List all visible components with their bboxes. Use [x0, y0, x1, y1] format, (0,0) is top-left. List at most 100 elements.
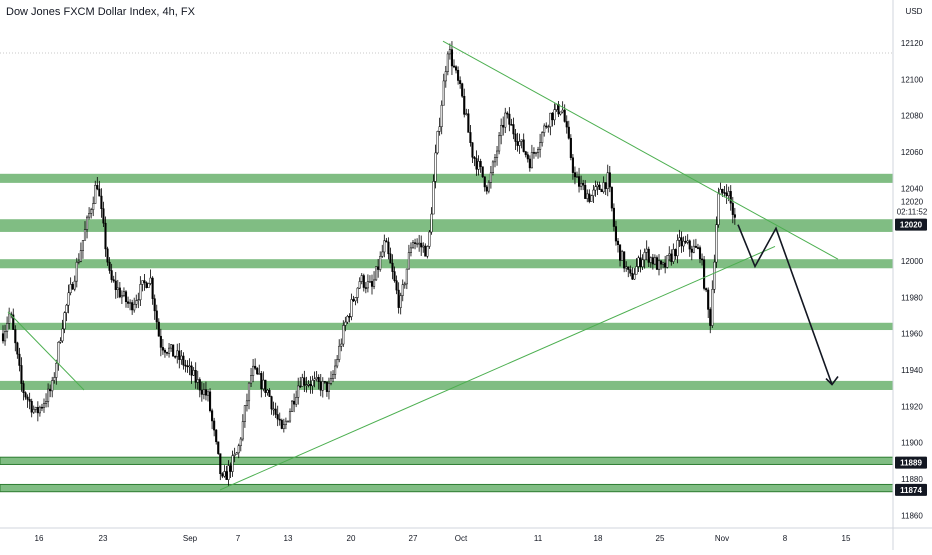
candle-body	[295, 397, 298, 405]
candle-body	[608, 172, 611, 188]
candle-body	[475, 158, 478, 170]
candle-body	[135, 300, 138, 305]
candle-body	[623, 251, 626, 269]
candle-body	[387, 241, 390, 255]
candle-body	[534, 152, 538, 155]
candle-body	[416, 242, 419, 245]
candle-body	[666, 255, 669, 268]
y-tick-label: 12080	[901, 112, 924, 121]
candle-body	[530, 152, 533, 169]
candle-body	[73, 280, 76, 290]
last-price-label: 12020	[901, 198, 924, 207]
x-tick-label: 11	[534, 534, 543, 543]
candle-body	[512, 124, 515, 135]
candle-body	[270, 396, 273, 410]
candle-body	[92, 203, 95, 210]
candle-body	[442, 80, 445, 106]
y-tick-label: 12100	[901, 75, 924, 84]
candle-body	[379, 256, 382, 270]
candle-body	[694, 245, 697, 248]
candle-body	[256, 368, 259, 375]
candle-body	[38, 406, 41, 414]
candle-body	[703, 259, 706, 289]
candle-body	[108, 261, 111, 271]
candle-body	[86, 216, 89, 230]
candle-body	[389, 253, 392, 264]
candle-body	[686, 240, 689, 243]
candle-body	[606, 172, 609, 189]
candle-body	[139, 284, 142, 301]
candle-body	[57, 342, 60, 364]
candle-body	[211, 410, 214, 422]
candle-body	[311, 380, 314, 387]
y-tick-label: 11900	[901, 439, 923, 448]
candle-body	[391, 262, 394, 272]
candle-body	[438, 126, 441, 132]
candle-body	[526, 154, 529, 160]
candle-body	[88, 213, 91, 218]
candle-body	[53, 377, 56, 381]
candle-body	[411, 242, 415, 249]
candle-body	[649, 257, 652, 263]
candle-body	[725, 192, 728, 197]
candle-body	[368, 281, 371, 283]
candle-body	[200, 389, 203, 395]
candle-body	[731, 202, 734, 215]
candle-body	[575, 176, 579, 178]
candle-body	[305, 384, 308, 386]
candle-body	[133, 304, 136, 311]
candle-body	[619, 244, 622, 261]
candle-body	[239, 438, 242, 446]
candle-body	[143, 280, 146, 283]
candle-body	[14, 329, 17, 344]
candle-body	[309, 384, 312, 387]
x-tick-label: 8	[783, 534, 788, 543]
candle-body	[178, 350, 181, 360]
candle-body	[405, 268, 408, 285]
candle-body	[112, 279, 115, 282]
candle-body	[563, 109, 566, 122]
candle-body	[131, 302, 134, 311]
candle-body	[163, 349, 166, 353]
candle-body	[186, 365, 189, 368]
candle-body	[436, 131, 439, 154]
candle-body	[434, 152, 437, 182]
candle-body	[727, 191, 730, 197]
candle-body	[129, 302, 132, 304]
candle-body	[662, 262, 665, 265]
candle-body	[504, 112, 507, 128]
candle-body	[264, 379, 267, 393]
candle-body	[524, 151, 527, 155]
zone-rect-3	[0, 322, 893, 331]
candle-body	[245, 400, 248, 406]
candle-body	[578, 176, 581, 187]
candle-body	[319, 381, 322, 391]
candle-body	[153, 298, 156, 312]
candle-body	[165, 352, 169, 354]
candle-body	[565, 121, 568, 128]
candle-body	[403, 283, 406, 286]
candle-body	[334, 365, 337, 375]
candle-body	[120, 295, 123, 298]
y-tick-label: 11980	[901, 293, 923, 302]
candle-body	[545, 125, 548, 128]
candle-body	[75, 262, 78, 282]
candle-body	[582, 182, 585, 186]
candle-body	[705, 288, 708, 291]
x-tick-label: 20	[347, 534, 356, 543]
candle-body	[590, 195, 593, 202]
candle-body	[354, 297, 357, 302]
candle-body	[664, 262, 667, 268]
candle-body	[303, 377, 306, 386]
zone-rect-5	[0, 456, 894, 465]
candle-body	[100, 195, 103, 209]
candle-body	[520, 139, 523, 142]
y-tick-label: 11920	[901, 402, 923, 411]
candle-body	[401, 284, 404, 296]
candle-body	[625, 266, 628, 269]
candle-body	[227, 465, 230, 480]
y-tick-label: 12000	[901, 257, 924, 266]
